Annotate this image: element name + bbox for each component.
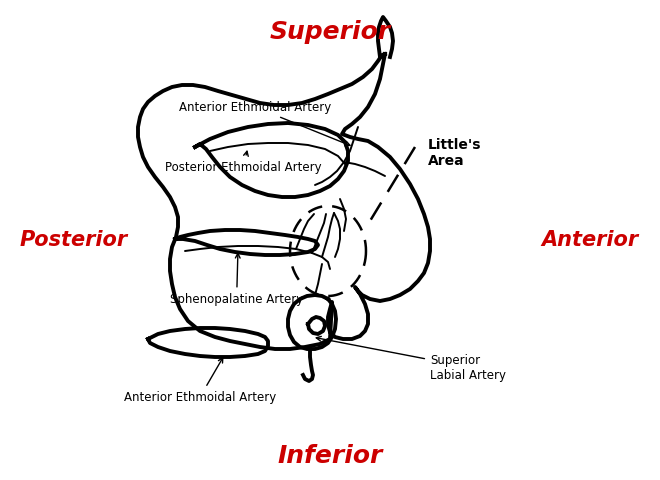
Text: Superior: Superior	[269, 20, 391, 44]
Text: Inferior: Inferior	[277, 443, 383, 467]
Text: Superior
Labial Artery: Superior Labial Artery	[316, 336, 506, 381]
Text: Anterior Ethmoidal Artery: Anterior Ethmoidal Artery	[179, 101, 350, 146]
Text: Sphenopalatine Artery: Sphenopalatine Artery	[170, 254, 303, 306]
Text: Anterior: Anterior	[541, 229, 638, 250]
Text: Little's
Area: Little's Area	[428, 138, 482, 168]
Text: Anterior Ethmoidal Artery: Anterior Ethmoidal Artery	[124, 358, 276, 404]
Text: Posterior: Posterior	[20, 229, 128, 250]
Text: Posterior Ethmoidal Artery: Posterior Ethmoidal Artery	[165, 152, 321, 174]
